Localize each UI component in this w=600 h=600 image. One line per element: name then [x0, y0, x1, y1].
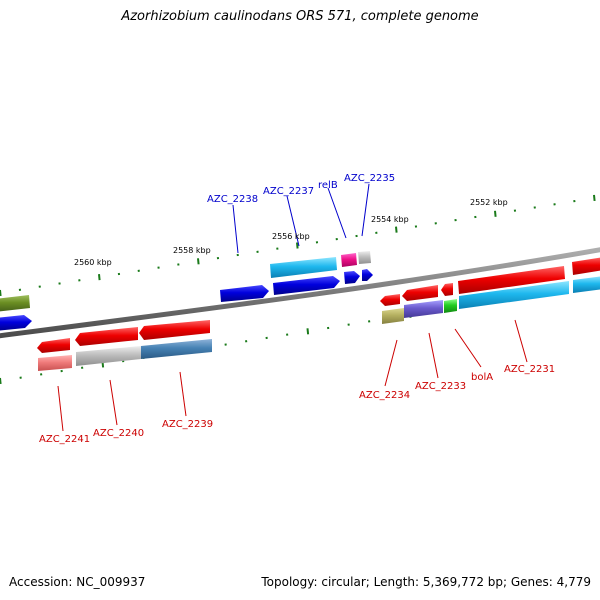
tick-label-2554: 2554 kbp [371, 215, 409, 224]
tick-label-2552: 2552 kbp [470, 198, 508, 207]
forward-genes [0, 251, 600, 331]
gene-label-azc-2238[interactable]: AZC_2238 [207, 194, 258, 205]
gene-azc-2234b[interactable] [382, 308, 404, 324]
gene-label-azc-2240[interactable]: AZC_2240 [93, 428, 144, 439]
gene-azc-2239b[interactable] [141, 339, 212, 359]
gene-bolA-b[interactable] [444, 299, 457, 313]
gene-azc-2235[interactable] [358, 251, 371, 264]
page-title: Azorhizobium caulinodans ORS 571, comple… [121, 9, 479, 24]
gene-relB-partner[interactable] [344, 271, 360, 284]
forward-gene-labels: AZC_2238 AZC_2237 relB AZC_2235 [207, 173, 395, 205]
reverse-genes [37, 276, 600, 371]
scale-tick [98, 274, 101, 281]
gene-azc-2241[interactable] [37, 338, 70, 353]
gene-azc-2233[interactable] [402, 285, 438, 301]
scale-tick [0, 289, 2, 297]
gene-bolA[interactable] [441, 283, 453, 296]
gene-label-azc-2241[interactable]: AZC_2241 [39, 434, 90, 445]
gene-label-azc-2239[interactable]: AZC_2239 [162, 419, 213, 430]
gene-label-azc-2233[interactable]: AZC_2233 [415, 381, 466, 392]
scale-tick [296, 242, 299, 249]
gene-label-azc-2231[interactable]: AZC_2231 [504, 364, 555, 375]
scale-tick [395, 226, 398, 233]
gene-azc-2237[interactable] [270, 257, 337, 278]
gene-label-azc-2235[interactable]: AZC_2235 [344, 173, 395, 184]
gene-azc-2231-end[interactable] [573, 276, 600, 293]
forward-label-leaders [232, 183, 370, 254]
scale-tick-marks-top [0, 194, 596, 297]
gene-azc-2234[interactable] [380, 294, 400, 306]
accession-label: Accession: NC_009937 [9, 575, 146, 589]
reverse-label-leaders [57, 319, 528, 432]
gene-right-red-long[interactable] [458, 266, 565, 294]
scale-tick [0, 377, 2, 385]
gene-azc-2235b[interactable] [362, 269, 373, 281]
gene-far-left-olive[interactable] [0, 295, 30, 312]
tick-label-2558: 2558 kbp [173, 246, 211, 255]
gene-azc-2240[interactable] [75, 327, 138, 346]
scale-tick [593, 194, 596, 202]
gene-azc-2231[interactable] [459, 281, 569, 309]
gene-azc-2241b[interactable] [38, 355, 72, 371]
tick-label-2560: 2560 kbp [74, 258, 112, 267]
gene-label-azc-2237[interactable]: AZC_2237 [263, 186, 314, 197]
scale-tick [197, 258, 200, 265]
gene-label-bolA[interactable]: bolA [471, 372, 493, 383]
gene-azc-2238[interactable] [220, 285, 269, 302]
gene-far-left-blue[interactable] [0, 315, 32, 331]
scale-tick-labels: 2552 kbp 2554 kbp 2556 kbp 2558 kbp 2560… [74, 198, 508, 267]
gene-azc-2240b[interactable] [76, 346, 141, 366]
gene-azc-2233b[interactable] [404, 300, 443, 318]
genome-backbone [0, 247, 600, 339]
scale-tick [306, 328, 310, 335]
gene-relB[interactable] [341, 253, 357, 267]
gene-label-azc-2234[interactable]: AZC_2234 [359, 390, 410, 401]
gene-azc-2237b[interactable] [273, 276, 340, 295]
scale-tick [494, 210, 497, 217]
gene-azc-2239[interactable] [139, 320, 210, 340]
gene-label-relB[interactable]: relB [318, 180, 338, 191]
reverse-gene-labels: AZC_2241 AZC_2240 AZC_2239 AZC_2234 AZC_… [39, 364, 555, 445]
gene-right-red-end[interactable] [572, 257, 600, 275]
genome-summary: Topology: circular; Length: 5,369,772 bp… [261, 575, 591, 589]
tick-label-2556: 2556 kbp [272, 232, 310, 241]
